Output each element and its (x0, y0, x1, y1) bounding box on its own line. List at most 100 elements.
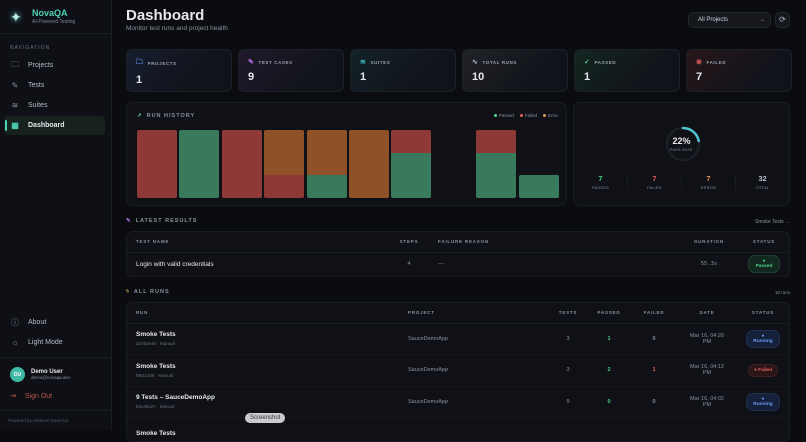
stat-label: ⊗FAILED (696, 58, 782, 66)
col-steps: STEPS (389, 232, 429, 252)
sign-out-button[interactable]: ⇥Sign Out (10, 392, 52, 400)
table-row[interactable]: Login with valid credentials 4 — 55.3s ●… (127, 252, 789, 276)
check-circle-icon: ✓ (584, 58, 590, 66)
run-bar-3[interactable] (222, 130, 262, 198)
status-badge: ● Passed (748, 255, 780, 273)
sidebar-item-tests[interactable]: ✎ Tests (4, 76, 105, 95)
pencil-icon: ✎ (126, 218, 132, 224)
failed: 1 (631, 355, 677, 387)
nav-label-text: About (28, 319, 46, 326)
bar-segment-passed (476, 153, 516, 198)
sidebar: ✦ NovaQA AI-Powered Testing NAVIGATION 🗀… (0, 0, 112, 430)
smoke-tests-link[interactable]: Smoke Tests → (755, 219, 790, 225)
stat-label: 🗀PROJECTS (136, 58, 222, 69)
pencil-icon: ✎ (10, 81, 20, 90)
bar-segment-error (264, 130, 304, 175)
sun-icon: ☼ (10, 338, 20, 347)
col-tests: TESTS (549, 303, 587, 323)
stat-card-suites: ≋SUITES 1 (350, 49, 456, 92)
legend-failed: Failed (520, 113, 537, 118)
stat-value: 1 (136, 74, 222, 86)
passed: 0 (587, 386, 631, 418)
pass-rate-value: 22% (574, 136, 789, 146)
powered-by: Powered by Amazon Nova Act (8, 418, 69, 423)
nav-label-text: Tests (28, 82, 44, 89)
divider (0, 410, 111, 411)
status-cell: ● Failed (737, 355, 789, 387)
refresh-button[interactable]: ⟳ (775, 12, 790, 28)
page-subtitle: Monitor test runs and project health (126, 25, 228, 32)
bar-segment-failed (137, 130, 177, 198)
sidebar-item-suites[interactable]: ≋ Suites (4, 96, 105, 115)
all-runs-table: RUN PROJECT TESTS PASSED FAILED DATE STA… (126, 302, 790, 442)
failure-reason: — (429, 252, 679, 276)
chart-legend: Passed Failed Error (494, 113, 558, 118)
stat-label: ∿TOTAL RUNS (472, 58, 558, 66)
stat-label: ≋SUITES (360, 58, 446, 66)
sparkle-logo-icon: ✦ (10, 10, 24, 24)
avatar: DU (10, 367, 25, 382)
folder-icon: 🗀 (136, 58, 144, 69)
stat-value: 9 (248, 71, 334, 83)
brand: ✦ NovaQA AI-Powered Testing (0, 0, 111, 34)
bar-segment-error (349, 130, 389, 198)
project: SauceDemoApp (399, 323, 549, 355)
nav-label-text: Suites (28, 102, 47, 109)
run-bar-5[interactable] (307, 130, 347, 198)
date: Mar 16, 04:02 PM (677, 386, 737, 418)
status-cell: ● Passed (739, 252, 789, 276)
tests: 3 (549, 355, 587, 387)
x-circle-icon: ⊗ (696, 58, 702, 66)
bar-segment-passed (307, 175, 347, 198)
light-mode-toggle[interactable]: ☼ Light Mode (4, 333, 105, 352)
run-count: 10 runs (775, 290, 790, 295)
run-bar-1[interactable] (137, 130, 177, 198)
run-bar-4[interactable] (264, 130, 304, 198)
status-cell: ● Running (737, 386, 789, 418)
bar-segment-failed (264, 175, 304, 198)
test-name: Login with valid credentials (127, 252, 389, 276)
bar-segment-passed (391, 153, 431, 198)
status-cell: ● Running (737, 323, 789, 355)
run-bar-10[interactable] (519, 175, 559, 198)
sign-out-label: Sign Out (25, 393, 52, 400)
bar-segment-failed (391, 130, 431, 153)
run-history-chart (137, 130, 559, 198)
layers-icon: ≋ (10, 101, 20, 110)
col-date: DATE (677, 303, 737, 323)
run-bar-2[interactable] (179, 130, 219, 198)
date: Mar 16, 04:26 PM (677, 323, 737, 355)
project-select[interactable]: All Projects⌄ (688, 12, 771, 28)
brand-name: NovaQA (32, 8, 75, 18)
status-badge: ● Running (746, 330, 780, 348)
stat-value: 1 (360, 71, 446, 83)
passed: 2 (587, 355, 631, 387)
run-history-title-text: RUN HISTORY (147, 113, 196, 119)
tests: 3 (549, 323, 587, 355)
sidebar-item-dashboard[interactable]: ▦Dashboard (4, 116, 105, 135)
run-history-panel: ↗RUN HISTORY Passed Failed Error (126, 102, 567, 206)
sidebar-item-about[interactable]: ⓘ About (4, 313, 105, 332)
all-runs-title: ALL RUNS (134, 289, 170, 295)
col-failure-reason: FAILURE REASON (429, 232, 679, 252)
run-bar-9[interactable] (476, 130, 516, 198)
info-icon: ⓘ (10, 317, 20, 328)
col-test-name: TEST NAME (127, 232, 389, 252)
user-profile[interactable]: DU Demo User demo@novaqa.dev (10, 367, 70, 382)
nav-label-text: Light Mode (28, 339, 63, 346)
run-bar-7[interactable] (391, 130, 431, 198)
folder-icon: 🗀 (10, 59, 20, 73)
refresh-icon: ⟳ (779, 15, 786, 24)
stat-card-projects: 🗀PROJECTS 1 (126, 49, 232, 92)
run-bar-6[interactable] (349, 130, 389, 198)
sidebar-item-projects[interactable]: 🗀Projects (4, 56, 105, 75)
